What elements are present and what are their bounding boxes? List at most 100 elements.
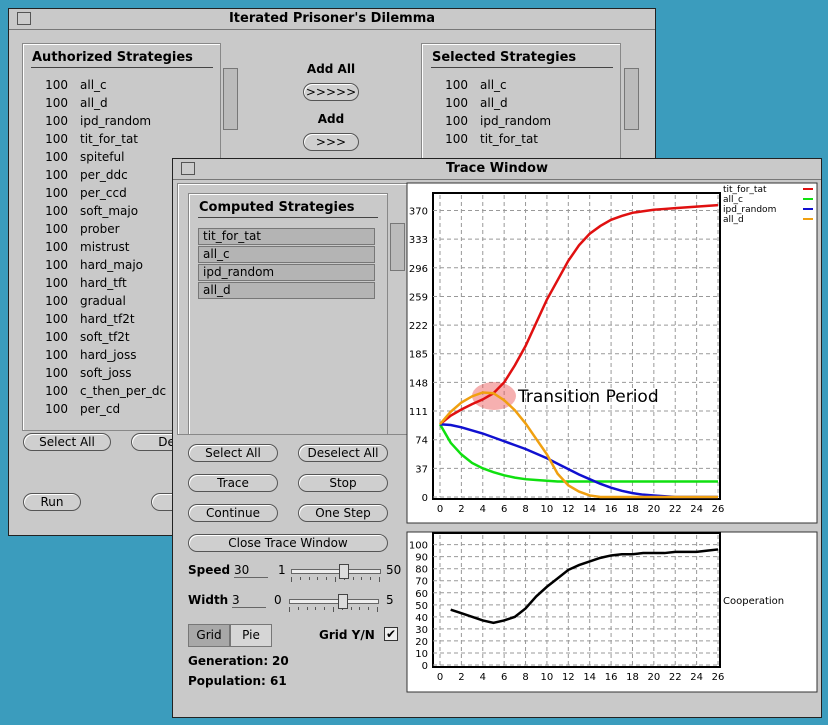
strategy-count[interactable]: 100 (445, 78, 468, 92)
strategy-name[interactable]: tit_for_tat (80, 132, 139, 146)
slider-tick (379, 577, 380, 582)
strategy-count[interactable]: 100 (45, 276, 68, 290)
slider-tick (326, 577, 328, 580)
panel-title: Selected Strategies (432, 50, 577, 65)
strategy-count[interactable]: 100 (445, 96, 468, 110)
strategy-name[interactable]: all_c (80, 78, 107, 92)
tab[interactable]: Pie (230, 624, 272, 647)
strategy-name[interactable]: ipd_random (80, 114, 152, 128)
strategy-count[interactable]: 100 (45, 78, 68, 92)
button[interactable]: Close Trace Window (188, 534, 388, 552)
strategy-name[interactable]: tit_for_tat (480, 132, 539, 146)
strategy-count[interactable]: 100 (45, 384, 68, 398)
window-menu[interactable] (17, 12, 31, 25)
add-button[interactable]: >>> (303, 133, 359, 151)
strategy-count[interactable]: 100 (45, 222, 68, 236)
strategy-count[interactable]: 100 (445, 114, 468, 128)
strategy-name[interactable]: all_d (480, 96, 508, 110)
slider-tick (370, 577, 372, 580)
strategy-count[interactable]: 100 (45, 240, 68, 254)
strategy-count[interactable]: 100 (45, 96, 68, 110)
slider-tick (297, 607, 299, 610)
strategy-name[interactable]: hard_majo (80, 258, 144, 272)
strategy-name[interactable]: gradual (80, 294, 126, 308)
strategy-name[interactable]: all_d (80, 96, 108, 110)
slider-label: Speed (188, 563, 231, 577)
computed-item[interactable]: tit_for_tat (198, 228, 375, 245)
strategy-count[interactable]: 100 (445, 132, 468, 146)
strategy-count[interactable]: 100 (45, 294, 68, 308)
run-button[interactable]: Run (23, 493, 81, 511)
strategy-name[interactable]: per_ddc (80, 168, 128, 182)
scrollbar[interactable] (390, 223, 405, 271)
slider-tick (377, 607, 378, 612)
slider-thumb[interactable] (339, 564, 350, 579)
button[interactable]: Trace (188, 474, 278, 492)
trace-window: Trace Window Computed Strategies tit_for_… (172, 158, 822, 718)
strategy-name[interactable]: hard_tf2t (80, 312, 135, 326)
strategy-count[interactable]: 100 (45, 168, 68, 182)
computed-item[interactable]: ipd_random (198, 264, 375, 281)
grid-toggle-label: Grid Y/N (319, 628, 375, 642)
panel-title: Authorized Strategies (32, 50, 193, 65)
slider-tick (352, 577, 354, 580)
strategy-name[interactable]: per_cd (80, 402, 121, 416)
add-all-button[interactable]: >>>>> (303, 83, 359, 101)
slider-max: 5 (386, 593, 394, 607)
slider-tick (315, 607, 317, 610)
strategy-count[interactable]: 100 (45, 330, 68, 344)
strategy-name[interactable]: hard_joss (80, 348, 137, 362)
strategy-count[interactable]: 100 (45, 132, 68, 146)
strategy-name[interactable]: prober (80, 222, 120, 236)
strategy-name[interactable]: mistrust (80, 240, 130, 254)
strategy-name[interactable]: c_then_per_dc (80, 384, 167, 398)
slider-label: Width (188, 593, 229, 607)
slider-tick (317, 577, 319, 580)
strategy-name[interactable]: soft_majo (80, 204, 139, 218)
slider-value[interactable]: 3 (232, 593, 266, 608)
strategy-name[interactable]: all_c (480, 78, 507, 92)
strategy-count[interactable]: 100 (45, 258, 68, 272)
slider-thumb[interactable] (337, 594, 348, 609)
generation-label: Generation: (188, 654, 269, 668)
select-all-button[interactable]: Select All (23, 433, 111, 451)
strategy-count[interactable]: 100 (45, 348, 68, 362)
strategy-count[interactable]: 100 (45, 366, 68, 380)
button[interactable]: One Step (298, 504, 388, 522)
strategy-name[interactable]: hard_tft (80, 276, 127, 290)
button[interactable]: Deselect All (298, 444, 388, 462)
computed-item[interactable]: all_d (198, 282, 375, 299)
window-menu[interactable] (181, 162, 195, 175)
strategy-count[interactable]: 100 (45, 204, 68, 218)
title-rule (198, 217, 378, 218)
strategy-count[interactable]: 100 (45, 150, 68, 164)
strategy-name[interactable]: ipd_random (480, 114, 552, 128)
strategy-name[interactable]: soft_tf2t (80, 330, 130, 344)
title-rule (31, 67, 213, 68)
button[interactable]: Continue (188, 504, 278, 522)
slider-tick (299, 577, 301, 580)
scrollbar[interactable] (223, 68, 238, 130)
strategy-count[interactable]: 100 (45, 312, 68, 326)
slider-tick (359, 607, 361, 610)
strategy-name[interactable]: spiteful (80, 150, 125, 164)
strategy-name[interactable]: per_ccd (80, 186, 127, 200)
strategy-count[interactable]: 100 (45, 114, 68, 128)
strategy-count[interactable]: 100 (45, 186, 68, 200)
grid-checkbox[interactable]: ✔ (384, 627, 398, 641)
scrollbar[interactable] (624, 68, 639, 130)
slider-tick (306, 607, 308, 610)
add-all-label: Add All (306, 62, 356, 76)
button[interactable]: Stop (298, 474, 388, 492)
slider-min: 0 (274, 593, 282, 607)
slider-tick (324, 607, 326, 610)
slider-value[interactable]: 30 (234, 563, 268, 578)
slider-tick (350, 607, 352, 610)
tab[interactable]: Grid (188, 624, 230, 647)
button[interactable]: Select All (188, 444, 278, 462)
slider-track (289, 599, 379, 604)
computed-item[interactable]: all_c (198, 246, 375, 263)
strategy-name[interactable]: soft_joss (80, 366, 132, 380)
strategy-count[interactable]: 100 (45, 402, 68, 416)
